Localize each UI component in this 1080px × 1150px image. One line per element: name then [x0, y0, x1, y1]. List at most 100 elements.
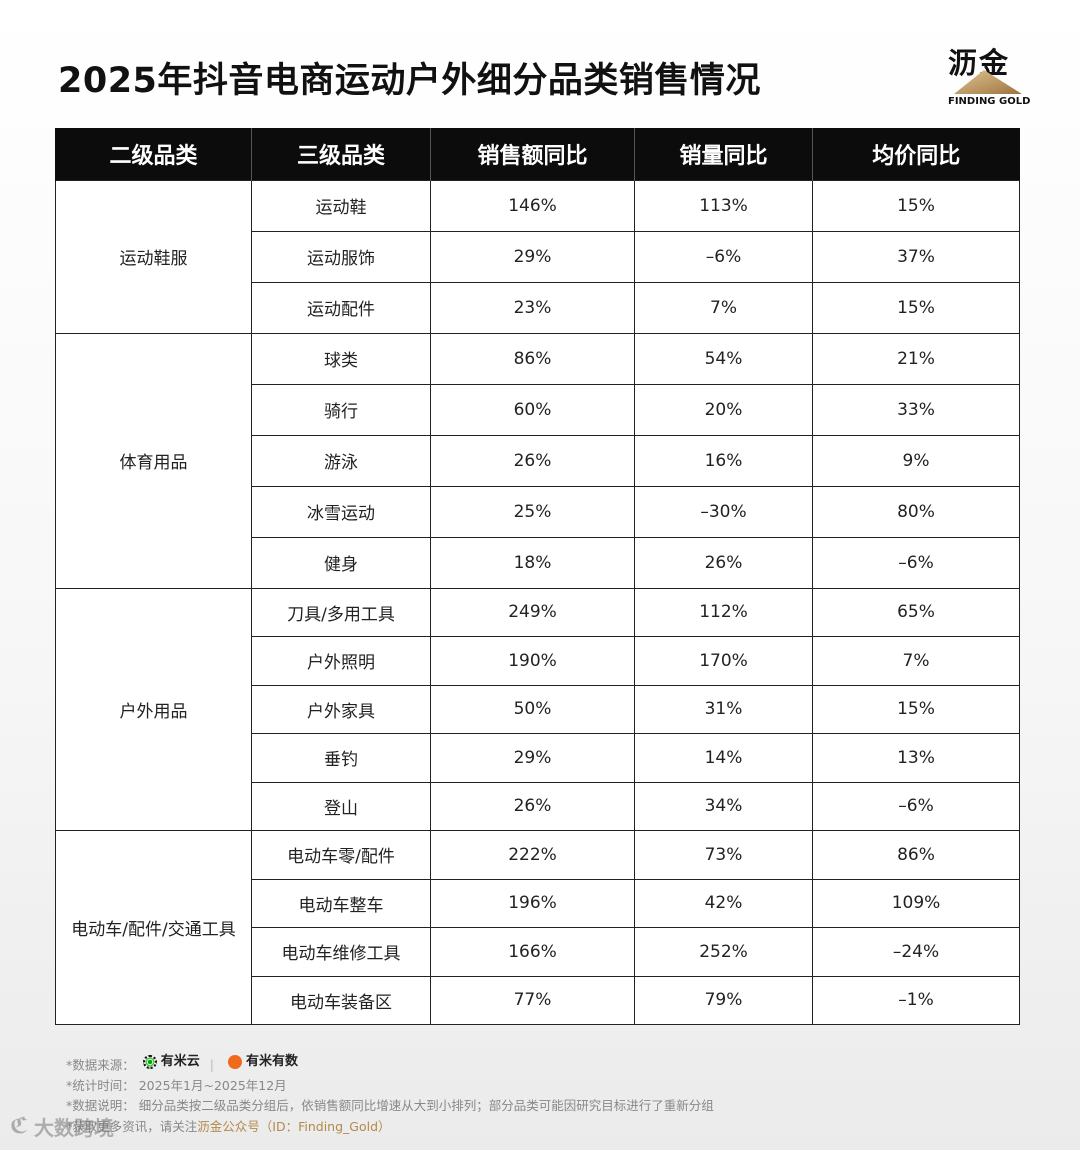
- footer-account-link[interactable]: 沥金公众号（ID：Finding_Gold）: [197, 1118, 391, 1134]
- volume-yoy-cell: –6%: [634, 230, 813, 283]
- sales-yoy-cell: 190%: [430, 636, 635, 686]
- price-yoy-cell: 7%: [812, 636, 1020, 686]
- volume-yoy-cell: 34%: [634, 781, 813, 831]
- price-yoy-cell: 109%: [812, 878, 1020, 928]
- sales-yoy-cell: 29%: [430, 733, 635, 783]
- header-price-yoy: 均价同比: [812, 128, 1020, 180]
- level2-category-cell: 户外用品: [55, 587, 252, 831]
- volume-yoy-cell: 16%: [634, 434, 813, 487]
- level3-category-cell: 骑行: [251, 383, 431, 436]
- table-row: 运动鞋服 运动鞋 146% 113% 15%: [55, 179, 1020, 334]
- table-row: 电动车维修工具 166% 252% –24%: [56, 927, 1020, 977]
- price-yoy-cell: –6%: [812, 536, 1020, 589]
- sales-yoy-cell: 77%: [430, 975, 635, 1025]
- level3-category-cell: 电动车零/配件: [251, 830, 431, 880]
- price-yoy-cell: –24%: [812, 927, 1020, 977]
- header-level3-category: 三级品类: [251, 128, 431, 180]
- volume-yoy-cell: 73%: [634, 830, 813, 880]
- sales-yoy-cell: 249%: [430, 587, 635, 637]
- level3-category-cell: 游泳: [251, 434, 431, 487]
- price-yoy-cell: 37%: [812, 230, 1020, 283]
- level2-category-cell: 运动鞋服: [55, 179, 252, 334]
- footer-source-line: *数据来源： 有米云 | 有米有数: [66, 1052, 714, 1076]
- table-body: 运动鞋服 运动鞋 146% 113% 15% 运动服饰 29% –6% 37% 运动配件 23% 7%…: [55, 179, 1020, 1025]
- footer-note: *数据说明： 细分品类按二级品类分组后，依销售额同比增速从大到小排列；部分品类可…: [66, 1098, 714, 1114]
- level3-category-cell: 刀具/多用工具: [251, 587, 431, 637]
- volume-yoy-cell: 7%: [634, 281, 813, 334]
- sales-yoy-cell: 146%: [430, 179, 635, 232]
- price-yoy-cell: –1%: [812, 975, 1020, 1025]
- watermark-logo-icon: ℭ: [10, 1114, 29, 1139]
- volume-yoy-cell: 252%: [634, 927, 813, 977]
- table-row: 电动车整车 196% 42% 109%: [56, 878, 1020, 928]
- table-row: 游泳 26% 16% 9%: [56, 434, 1020, 487]
- sales-yoy-cell: 50%: [430, 684, 635, 734]
- table-row: 体育用品 球类 86% 54% 21%: [55, 332, 1020, 589]
- volume-yoy-cell: 20%: [634, 383, 813, 436]
- level3-category-cell: 球类: [251, 332, 431, 385]
- table-row: 运动配件 23% 7% 15%: [56, 281, 1020, 334]
- price-yoy-cell: 9%: [812, 434, 1020, 487]
- watermark-text: 大数跨境: [34, 1116, 115, 1140]
- sales-yoy-cell: 25%: [430, 485, 635, 538]
- table-header-row: 二级品类 三级品类 销售额同比 销量同比 均价同比: [55, 128, 1020, 180]
- volume-yoy-cell: 26%: [634, 536, 813, 589]
- table-row: 骑行 60% 20% 33%: [56, 383, 1020, 436]
- level3-category-cell: 电动车整车: [251, 878, 431, 928]
- volume-yoy-cell: 31%: [634, 684, 813, 734]
- price-yoy-cell: 86%: [812, 830, 1020, 880]
- table-row: 户外照明 190% 170% 7%: [56, 636, 1020, 686]
- price-yoy-cell: 13%: [812, 733, 1020, 783]
- sales-yoy-cell: 196%: [430, 878, 635, 928]
- level3-category-cell: 电动车维修工具: [251, 927, 431, 977]
- price-yoy-cell: 15%: [812, 179, 1020, 232]
- level3-category-cell: 健身: [251, 536, 431, 589]
- level2-category-cell: 电动车/配件/交通工具: [55, 830, 252, 1025]
- volume-yoy-cell: 54%: [634, 332, 813, 385]
- header-level2-category: 二级品类: [55, 128, 252, 180]
- level3-category-cell: 冰雪运动: [251, 485, 431, 538]
- level3-category-cell: 电动车装备区: [251, 975, 431, 1025]
- watermark: ℭ 大数跨境: [10, 1112, 114, 1141]
- footer-period: *统计时间： 2025年1月~2025年12月: [66, 1077, 287, 1093]
- level2-category-cell: 体育用品: [55, 332, 252, 589]
- youmi-data-icon: [227, 1055, 242, 1070]
- table-row: 登山 26% 34% –6%: [56, 781, 1020, 831]
- header-volume-yoy: 销量同比: [634, 128, 813, 180]
- youmi-data-brand: 有米有数: [227, 1052, 298, 1073]
- level3-category-cell: 登山: [251, 781, 431, 831]
- footer-notes: *数据来源： 有米云 | 有米有数 *统计时间： 2025年1月~2025年12…: [66, 1052, 714, 1137]
- level3-category-cell: 户外家具: [251, 684, 431, 734]
- sales-yoy-cell: 26%: [430, 434, 635, 487]
- price-yoy-cell: 65%: [812, 587, 1020, 637]
- youmi-cloud-icon: [142, 1055, 157, 1070]
- table-row: 户外家具 50% 31% 15%: [56, 684, 1020, 734]
- category-sales-table: 二级品类 三级品类 销售额同比 销量同比 均价同比 运动鞋服 运动鞋 146% 113…: [55, 128, 1020, 1025]
- sales-yoy-cell: 29%: [430, 230, 635, 283]
- sales-yoy-cell: 166%: [430, 927, 635, 977]
- volume-yoy-cell: 112%: [634, 587, 813, 637]
- table-row: 电动车/配件/交通工具 电动车零/配件 222% 73% 86%: [55, 830, 1020, 1025]
- header-sales-yoy: 销售额同比: [430, 128, 635, 180]
- table-row: 运动服饰 29% –6% 37%: [56, 230, 1020, 283]
- logo-cn-text: 沥金: [948, 46, 1011, 80]
- volume-yoy-cell: –30%: [634, 485, 813, 538]
- volume-yoy-cell: 170%: [634, 636, 813, 686]
- footer-more-prefix: *获取更多资讯，请关注: [66, 1118, 198, 1134]
- sales-yoy-cell: 60%: [430, 383, 635, 436]
- sales-yoy-cell: 86%: [430, 332, 635, 385]
- sales-yoy-cell: 23%: [430, 281, 635, 334]
- price-yoy-cell: –6%: [812, 781, 1020, 831]
- youmi-cloud-brand: 有米云: [142, 1052, 200, 1073]
- price-yoy-cell: 21%: [812, 332, 1020, 385]
- level3-category-cell: 运动鞋: [251, 179, 431, 232]
- price-yoy-cell: 15%: [812, 684, 1020, 734]
- volume-yoy-cell: 79%: [634, 975, 813, 1025]
- table-row: 户外用品 刀具/多用工具 249% 112% 65%: [55, 587, 1020, 831]
- price-yoy-cell: 80%: [812, 485, 1020, 538]
- table-row: 垂钓 29% 14% 13%: [56, 733, 1020, 783]
- price-yoy-cell: 33%: [812, 383, 1020, 436]
- level3-category-cell: 户外照明: [251, 636, 431, 686]
- sales-yoy-cell: 222%: [430, 830, 635, 880]
- sales-yoy-cell: 18%: [430, 536, 635, 589]
